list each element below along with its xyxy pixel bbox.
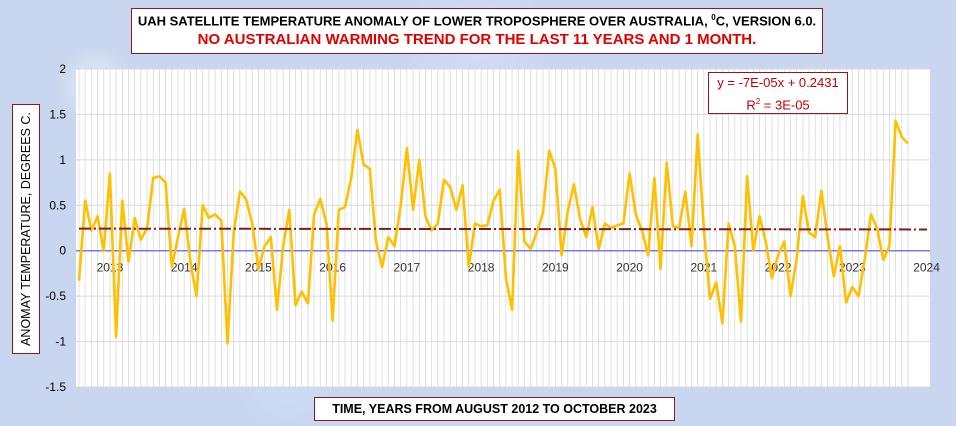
y-tick-label: 0 [59,244,66,258]
r-squared: R2 = 3E-05 [746,97,810,113]
series-line [77,119,909,345]
year-label: 2016 [319,261,346,275]
y-tick-label: 2 [59,62,66,76]
year-label: 2017 [394,261,421,275]
y-tick-label: 1 [59,153,66,167]
y-tick-labels: 2 1.5 1 0.5 0 -0.5 -1 -1.5 [45,62,66,394]
y-axis-label-box: ANOMAY TEMPERATURE, DEGREES C. [12,104,40,354]
year-label: 2018 [468,261,495,275]
year-label: 2019 [542,261,569,275]
y-axis-label: ANOMAY TEMPERATURE, DEGREES C. [19,112,33,346]
y-tick-label: -1.5 [45,380,66,394]
year-label: 2013 [97,261,124,275]
year-label: 2024 [913,261,940,275]
chart-title: UAH SATELLITE TEMPERATURE ANOMALY OF LOW… [137,13,817,29]
year-label: 2020 [616,261,643,275]
chart-title-box: UAH SATELLITE TEMPERATURE ANOMALY OF LOW… [131,8,823,54]
y-tick-label: -1 [55,335,66,349]
x-axis-label: TIME, YEARS FROM AUGUST 2012 TO OCTOBER … [314,397,675,421]
trend-line [78,227,928,231]
year-label: 2023 [839,261,866,275]
degree-symbol: 0 [711,13,716,22]
year-label: 2014 [171,261,198,275]
y-tick-label: 0.5 [49,198,66,212]
trendline-equation: y = -7E-05x + 0.2431 [717,75,839,90]
year-label: 2021 [690,261,717,275]
y-tick-label: 1.5 [49,107,66,121]
y-tick-label: -0.5 [45,289,66,303]
chart-subtitle: NO AUSTRALIAN WARMING TREND FOR THE LAST… [197,31,757,49]
trendline-equation-box: y = -7E-05x + 0.2431 R2 = 3E-05 [708,72,848,114]
